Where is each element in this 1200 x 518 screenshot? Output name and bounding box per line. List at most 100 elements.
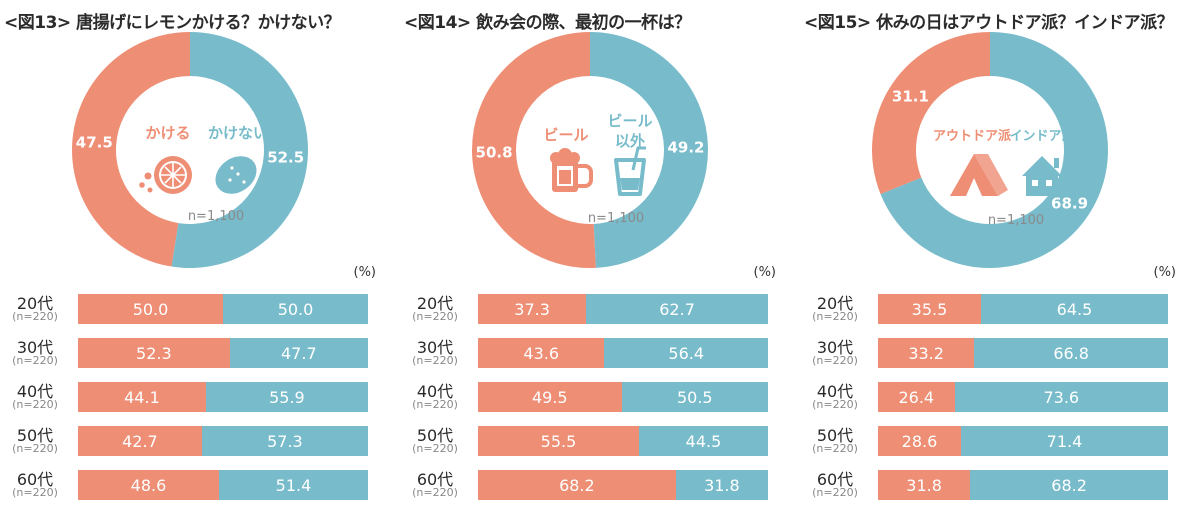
age-label: 20代 xyxy=(816,294,854,313)
donut-chart: 31.1 68.9 アウトドア派 インドア派 n=1,100 xyxy=(870,30,1110,270)
donut-value-kakenai: 52.5 xyxy=(267,149,304,167)
bar-segment-non-beer: 56.4 xyxy=(604,338,768,368)
bar-segment-kakeru: 42.7 xyxy=(78,426,202,456)
age-row: 60代 (n=220) 48.6 51.4 xyxy=(0,468,400,506)
bar-segment-kakeru: 48.6 xyxy=(78,470,219,500)
stacked-bar: 50.0 50.0 xyxy=(78,294,368,324)
donut-chart: 50.8 49.2 ビール ビール以外 n=1,100 xyxy=(470,30,710,270)
age-label: 40代 xyxy=(16,382,54,401)
age-row: 40代 (n=220) 49.5 50.5 xyxy=(400,380,800,418)
bar-segment-kakeru: 52.3 xyxy=(78,338,230,368)
age-row: 50代 (n=220) 42.7 57.3 xyxy=(0,424,400,462)
donut-slice-non-beer xyxy=(590,32,709,268)
age-sample: (n=220) xyxy=(412,354,458,367)
unit-label: (%) xyxy=(353,265,377,280)
age-label: 50代 xyxy=(816,426,854,445)
sample-size: n=1,100 xyxy=(988,213,1044,228)
unit-label: (%) xyxy=(1153,265,1177,280)
age-row: 60代 (n=220) 31.8 68.2 xyxy=(800,468,1200,506)
age-sample: (n=220) xyxy=(412,486,458,499)
category-label-non-beer: ビール以外 xyxy=(607,112,652,150)
bar-segment-outdoor: 33.2 xyxy=(878,338,975,368)
age-row: 50代 (n=220) 55.5 44.5 xyxy=(400,424,800,462)
stacked-bar: 33.2 66.8 xyxy=(878,338,1168,368)
age-label: 60代 xyxy=(416,470,454,489)
bar-segment-beer: 37.3 xyxy=(478,294,587,324)
donut-value-indoor: 68.9 xyxy=(1051,195,1088,213)
age-row: 30代 (n=220) 52.3 47.7 xyxy=(0,336,400,374)
age-row: 40代 (n=220) 26.4 73.6 xyxy=(800,380,1200,418)
bar-segment-kakeru: 44.1 xyxy=(78,382,206,412)
donut-slice-kakeru xyxy=(72,32,190,267)
unit-label: (%) xyxy=(753,265,777,280)
stacked-bar: 35.5 64.5 xyxy=(878,294,1168,324)
donut-value-outdoor: 31.1 xyxy=(892,87,929,105)
panel-title: <図14> 飲み会の際、最初の一杯は？ xyxy=(404,13,691,33)
bar-segment-non-beer: 31.8 xyxy=(675,470,768,500)
house-icon xyxy=(1022,156,1062,196)
age-sample: (n=220) xyxy=(812,442,858,455)
bar-segment-non-beer: 44.5 xyxy=(638,426,768,456)
age-label: 60代 xyxy=(16,470,54,489)
donut-value-kakeru: 47.5 xyxy=(76,133,113,151)
panel-title: <図15> 休みの日はアウトドア派？インドア派？ xyxy=(804,13,1174,33)
stacked-bar: 49.5 50.5 xyxy=(478,382,768,412)
age-sample: (n=220) xyxy=(12,310,58,323)
age-label: 60代 xyxy=(816,470,854,489)
age-sample: (n=220) xyxy=(12,442,58,455)
stacked-bar: 37.3 62.7 xyxy=(478,294,768,324)
age-label: 30代 xyxy=(16,338,54,357)
stacked-bar: 44.1 55.9 xyxy=(78,382,368,412)
donut-svg: 50.8 49.2 ビール ビール以外 n=1,100 xyxy=(472,32,709,268)
age-sample: (n=220) xyxy=(812,354,858,367)
donut-slice-kakenai xyxy=(171,32,309,268)
bar-segment-beer: 68.2 xyxy=(478,470,676,500)
age-sample: (n=220) xyxy=(12,354,58,367)
age-sample: (n=220) xyxy=(12,486,58,499)
age-label: 30代 xyxy=(816,338,854,357)
age-row: 60代 (n=220) 68.2 31.8 xyxy=(400,468,800,506)
bar-segment-kakenai: 51.4 xyxy=(218,470,368,500)
tent-icon xyxy=(950,154,1008,196)
bar-segment-kakenai: 55.9 xyxy=(205,382,368,412)
donut-value-non-beer: 49.2 xyxy=(667,139,704,157)
sample-size: n=1,100 xyxy=(588,211,644,226)
beer-mug-icon xyxy=(550,148,593,192)
stacked-bar: 55.5 44.5 xyxy=(478,426,768,456)
age-label: 20代 xyxy=(416,294,454,313)
panel-title: <図13> 唐揚げにレモンかける？かけない？ xyxy=(4,13,341,33)
age-sample: (n=220) xyxy=(412,442,458,455)
age-sample: (n=220) xyxy=(12,398,58,411)
stacked-bar: 68.2 31.8 xyxy=(478,470,768,500)
donut-slice-beer xyxy=(472,32,596,268)
donut-svg: 31.1 68.9 アウトドア派 インドア派 n=1,100 xyxy=(872,32,1108,268)
bar-segment-indoor: 71.4 xyxy=(960,426,1168,456)
bar-segment-kakeru: 50.0 xyxy=(78,294,223,324)
age-sample: (n=220) xyxy=(812,398,858,411)
age-label: 20代 xyxy=(16,294,54,313)
donut-svg: 47.5 52.5 かける かけない n=1,100 xyxy=(72,32,309,268)
donut-chart: 47.5 52.5 かける かけない n=1,100 xyxy=(70,30,310,270)
age-row: 20代 (n=220) 50.0 50.0 xyxy=(0,292,400,330)
stacked-bar: 28.6 71.4 xyxy=(878,426,1168,456)
bar-segment-outdoor: 35.5 xyxy=(878,294,981,324)
age-sample: (n=220) xyxy=(412,310,458,323)
donut-slice-outdoor xyxy=(872,32,990,195)
category-label-kakeru: かける xyxy=(145,124,190,142)
age-label: 40代 xyxy=(416,382,454,401)
bar-segment-indoor: 73.6 xyxy=(954,382,1168,412)
bar-segment-beer: 43.6 xyxy=(478,338,605,368)
bar-segment-kakenai: 50.0 xyxy=(223,294,368,324)
cup-with-straw-icon xyxy=(614,146,646,196)
bar-segment-outdoor: 28.6 xyxy=(878,426,961,456)
age-row: 50代 (n=220) 28.6 71.4 xyxy=(800,424,1200,462)
bar-segment-indoor: 68.2 xyxy=(970,470,1168,500)
category-label-indoor: インドア派 xyxy=(1009,129,1075,144)
age-sample: (n=220) xyxy=(812,310,858,323)
lemon-icon xyxy=(215,156,257,194)
bar-segment-beer: 49.5 xyxy=(478,382,622,412)
age-label: 50代 xyxy=(16,426,54,445)
bar-segment-indoor: 64.5 xyxy=(980,294,1168,324)
stacked-bar: 48.6 51.4 xyxy=(78,470,368,500)
bar-segment-kakenai: 47.7 xyxy=(229,338,368,368)
